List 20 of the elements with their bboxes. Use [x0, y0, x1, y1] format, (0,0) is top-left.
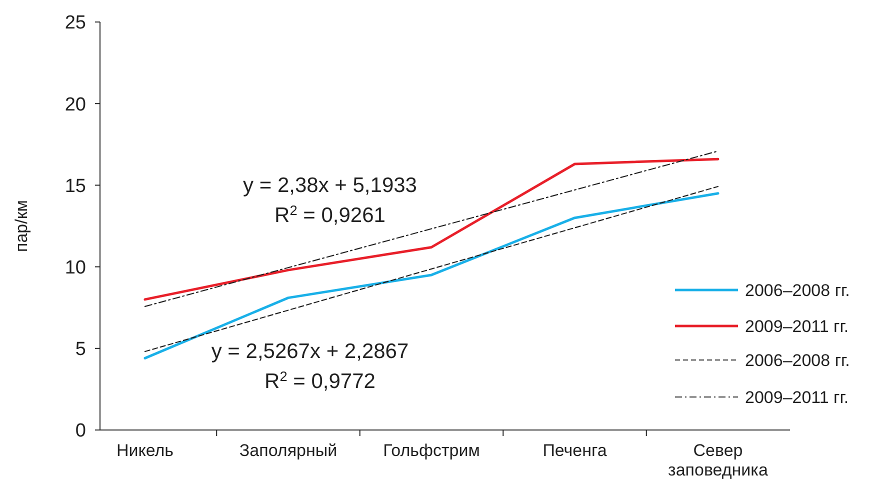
x-tick-label: Гольфстрим: [383, 441, 480, 460]
annotation: y = 2,38x + 5,1933: [243, 174, 417, 197]
y-tick-label: 15: [64, 176, 86, 197]
annotation: y = 2,5267x + 2,2867: [211, 340, 409, 363]
y-tick-label: 25: [64, 12, 86, 34]
y-tick-label: 0: [75, 420, 86, 442]
legend-label: 2009–2011 гг.: [745, 388, 849, 407]
legend-label: 2006–2008 гг.: [745, 280, 850, 300]
x-tick-label: Север заповедника: [668, 441, 768, 480]
annotation: R$^{2}$ = 0,9772: [264, 368, 376, 393]
y-tick-label: 10: [64, 257, 86, 278]
legend-label: 2009–2011 гг.: [745, 316, 849, 336]
x-tick-label: Никель: [116, 441, 174, 460]
legend-label: 2006–2008 гг.: [745, 350, 850, 370]
y-tick-label: 20: [64, 94, 86, 116]
y-axis-title: пар/км: [12, 200, 31, 252]
x-tick-label: Печенга: [542, 441, 608, 460]
y-tick-label: 5: [75, 339, 86, 360]
annotation: R$^{2}$ = 0,9261: [274, 202, 386, 227]
x-tick-label: Заполярный: [239, 441, 338, 460]
